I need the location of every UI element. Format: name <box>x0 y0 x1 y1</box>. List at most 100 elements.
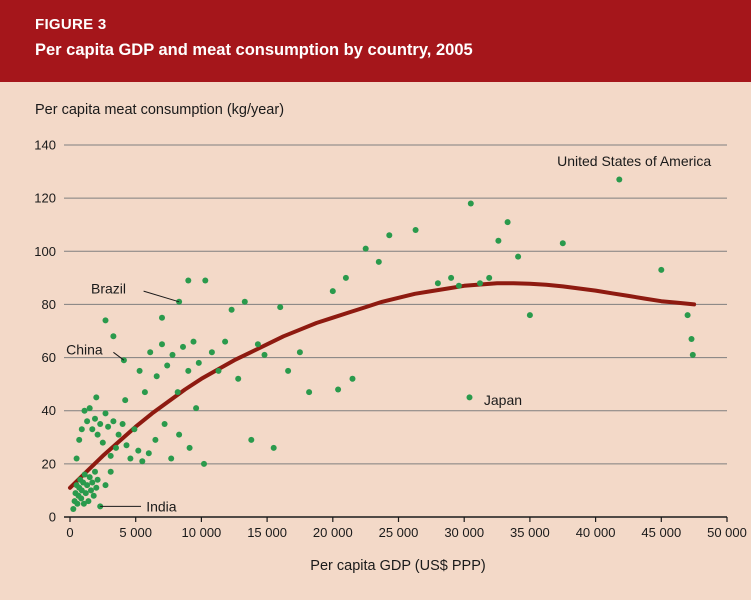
data-point <box>515 253 522 260</box>
data-point <box>164 362 171 369</box>
data-point <box>306 389 313 396</box>
x-tick-label: 45 000 <box>641 525 681 540</box>
x-tick-label: 35 000 <box>510 525 550 540</box>
data-point <box>84 482 91 489</box>
data-point <box>195 359 202 366</box>
data-point <box>81 471 88 478</box>
data-point <box>141 389 148 396</box>
data-point <box>689 351 696 358</box>
data-point <box>349 375 356 382</box>
data-point <box>110 333 117 340</box>
data-point <box>110 418 117 425</box>
points-layer <box>70 176 696 512</box>
y-tick-label: 140 <box>34 138 56 153</box>
data-point <box>329 288 336 295</box>
grid-layer: 0 20 40 60 80 100 120 140 0 5 000 10 000 15 000 20 0… <box>34 138 747 541</box>
data-point <box>241 298 248 305</box>
x-tick-label: 10 000 <box>182 525 222 540</box>
data-point <box>161 421 168 427</box>
data-point <box>559 240 566 247</box>
annotation-layer: United States of America Brazil China Japan… <box>66 153 711 515</box>
data-point <box>88 487 94 494</box>
data-point <box>261 351 268 358</box>
y-tick-label: 80 <box>42 297 56 312</box>
data-point <box>80 500 87 507</box>
data-point <box>136 367 143 374</box>
data-point <box>616 176 623 183</box>
data-point <box>81 407 88 414</box>
x-axis-title: Per capita GDP (US$ PPP) <box>310 558 485 574</box>
data-point <box>215 367 222 374</box>
data-point <box>248 436 255 443</box>
data-point <box>375 258 382 265</box>
figure-label: FIGURE 3 <box>35 16 107 33</box>
data-point <box>99 439 106 446</box>
data-point <box>123 442 130 449</box>
y-tick-label: 100 <box>34 244 56 259</box>
data-point <box>147 349 154 356</box>
data-point <box>76 436 83 443</box>
data-point <box>202 277 209 284</box>
data-point <box>86 405 93 412</box>
data-point <box>107 452 114 459</box>
data-point <box>235 375 242 382</box>
y-tick-label: 120 <box>34 191 56 206</box>
figure-header: FIGURE 3 Per capita GDP and meat consump… <box>0 0 751 82</box>
data-point <box>277 304 284 311</box>
data-point <box>92 468 98 475</box>
data-point <box>152 436 159 443</box>
data-point <box>362 245 369 252</box>
data-point <box>466 394 473 401</box>
figure-title: Per capita GDP and meat consumption by c… <box>35 41 473 59</box>
annotation-label: Brazil <box>91 281 126 297</box>
data-point <box>448 274 455 281</box>
data-point <box>185 277 192 284</box>
x-tick-label: 25 000 <box>379 525 419 540</box>
data-point <box>94 476 101 483</box>
x-tick-label: 20 000 <box>313 525 353 540</box>
x-tick-label: 0 <box>66 525 73 540</box>
data-point <box>102 410 109 417</box>
data-point <box>73 455 80 462</box>
data-point <box>455 282 462 289</box>
y-tick-label: 40 <box>42 403 56 418</box>
annotation-label: Japan <box>484 392 522 408</box>
data-point <box>186 444 193 451</box>
data-point <box>127 455 134 462</box>
trend-curve <box>68 281 697 490</box>
data-point <box>486 274 493 281</box>
data-point <box>85 498 92 505</box>
data-point <box>78 426 85 433</box>
annotation-label: China <box>66 342 103 358</box>
annotation-leader <box>113 351 125 361</box>
data-point <box>105 423 112 430</box>
data-point <box>180 343 186 350</box>
data-point <box>201 460 207 467</box>
data-point <box>139 458 146 465</box>
data-point <box>159 314 165 321</box>
data-point <box>82 490 89 497</box>
data-point <box>89 426 96 433</box>
data-point <box>168 455 175 462</box>
data-point <box>74 500 81 507</box>
x-tick-label: 15 000 <box>247 525 287 540</box>
data-point <box>190 338 197 345</box>
data-point <box>434 280 441 287</box>
data-point <box>495 237 502 244</box>
y-axis-title: Per capita meat consumption (kg/year) <box>35 102 285 118</box>
data-point <box>208 349 215 356</box>
data-point <box>102 482 109 489</box>
trend-layer <box>68 281 697 490</box>
data-point <box>342 274 349 281</box>
data-point <box>84 418 91 425</box>
data-point <box>169 351 176 358</box>
data-point <box>386 232 393 239</box>
x-tick-label: 30 000 <box>444 525 484 540</box>
data-point <box>185 367 192 374</box>
data-point <box>115 431 122 438</box>
data-point <box>467 200 474 207</box>
data-point <box>285 367 292 374</box>
data-point <box>93 394 100 401</box>
data-point <box>296 349 303 356</box>
data-point <box>94 431 101 438</box>
